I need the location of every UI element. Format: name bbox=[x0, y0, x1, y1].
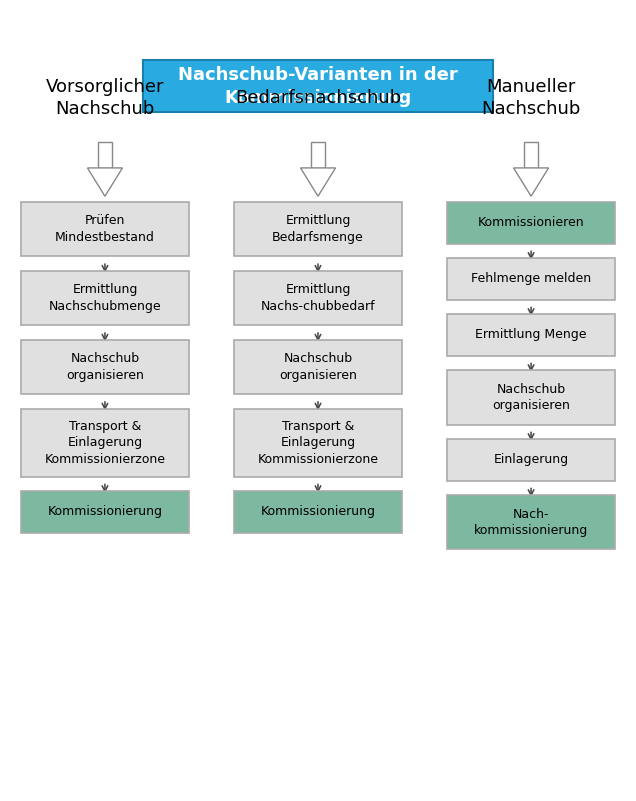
FancyBboxPatch shape bbox=[234, 491, 403, 533]
FancyBboxPatch shape bbox=[234, 271, 403, 325]
FancyBboxPatch shape bbox=[446, 314, 615, 356]
FancyBboxPatch shape bbox=[20, 271, 190, 325]
Text: Manueller
Nachschub: Manueller Nachschub bbox=[481, 78, 581, 118]
FancyBboxPatch shape bbox=[311, 142, 325, 168]
FancyBboxPatch shape bbox=[234, 340, 403, 394]
Text: Prüfen
Mindestbestand: Prüfen Mindestbestand bbox=[55, 215, 155, 244]
Text: Ermittlung
Bedarfsmenge: Ermittlung Bedarfsmenge bbox=[272, 215, 364, 244]
Text: Kommissionieren: Kommissionieren bbox=[478, 216, 584, 229]
Text: Kommissionierung: Kommissionierung bbox=[48, 505, 162, 518]
Text: Kommissionierung: Kommissionierung bbox=[261, 505, 375, 518]
FancyBboxPatch shape bbox=[524, 142, 538, 168]
Text: Nachschub-Varianten in der
Kommissionierung: Nachschub-Varianten in der Kommissionier… bbox=[178, 66, 458, 107]
FancyBboxPatch shape bbox=[446, 370, 615, 425]
Text: Nachschub
organisieren: Nachschub organisieren bbox=[66, 352, 144, 381]
FancyBboxPatch shape bbox=[234, 409, 403, 477]
Text: Vorsorglicher
Nachschub: Vorsorglicher Nachschub bbox=[46, 78, 164, 118]
FancyBboxPatch shape bbox=[446, 258, 615, 300]
Text: Transport &
Einlagerung
Kommissionierzone: Transport & Einlagerung Kommissionierzon… bbox=[258, 420, 378, 465]
Text: Nach-
kommissionierung: Nach- kommissionierung bbox=[474, 508, 588, 537]
FancyBboxPatch shape bbox=[20, 202, 190, 256]
FancyBboxPatch shape bbox=[446, 439, 615, 481]
FancyBboxPatch shape bbox=[20, 409, 190, 477]
Text: Einlagerung: Einlagerung bbox=[494, 453, 569, 466]
Polygon shape bbox=[88, 168, 123, 196]
Text: Ermittlung
Nachs­chubbedarf: Ermittlung Nachs­chubbedarf bbox=[261, 284, 375, 312]
FancyBboxPatch shape bbox=[446, 495, 615, 549]
Text: Ermittlung
Nachschubmenge: Ermittlung Nachschubmenge bbox=[48, 284, 162, 312]
Text: Fehlmenge melden: Fehlmenge melden bbox=[471, 272, 591, 285]
FancyBboxPatch shape bbox=[20, 340, 190, 394]
FancyBboxPatch shape bbox=[20, 491, 190, 533]
Text: Bedarfsnachschub: Bedarfsnachschub bbox=[235, 89, 401, 107]
Text: Nachschub
organisieren: Nachschub organisieren bbox=[279, 352, 357, 381]
Text: Ermittlung Menge: Ermittlung Menge bbox=[475, 328, 587, 341]
FancyBboxPatch shape bbox=[234, 202, 403, 256]
FancyBboxPatch shape bbox=[446, 202, 615, 244]
FancyBboxPatch shape bbox=[98, 142, 112, 168]
Text: Nachschub
organisieren: Nachschub organisieren bbox=[492, 383, 570, 412]
Polygon shape bbox=[301, 168, 336, 196]
Polygon shape bbox=[514, 168, 548, 196]
FancyBboxPatch shape bbox=[143, 60, 493, 112]
Text: Transport &
Einlagerung
Kommissionierzone: Transport & Einlagerung Kommissionierzon… bbox=[45, 420, 165, 465]
